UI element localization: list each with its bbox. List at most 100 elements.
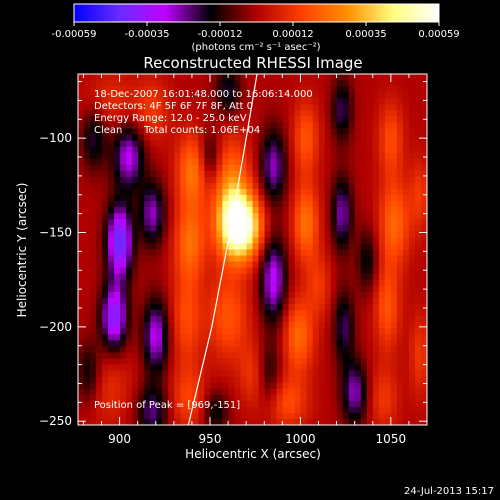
heatmap-cell (366, 346, 374, 353)
heatmap-cell (222, 394, 230, 402)
heatmap-cell (192, 201, 199, 208)
heatmap-cell (300, 394, 308, 402)
heatmap-cell (336, 334, 344, 341)
heatmap-cell (396, 225, 404, 232)
heatmap-cell (216, 303, 224, 311)
heatmap-cell (282, 231, 290, 238)
heatmap-cell (120, 243, 127, 251)
heatmap-cell (210, 406, 217, 414)
heatmap-cell (372, 418, 380, 425)
heatmap-cell (222, 418, 230, 425)
heatmap-cell (138, 334, 145, 341)
heatmap-cell (378, 158, 386, 166)
heatmap-cell (354, 134, 362, 142)
heatmap-cell (390, 80, 398, 87)
heatmap-cell (234, 328, 242, 335)
heatmap-cell (96, 388, 103, 396)
heatmap-cell (180, 122, 187, 130)
heatmap-cell (414, 291, 422, 299)
heatmap-cell (312, 340, 320, 347)
heatmap-cell (276, 279, 284, 287)
heatmap-cell (276, 158, 284, 166)
heatmap-cell (84, 370, 91, 378)
heatmap-cell (174, 285, 181, 293)
heatmap-cell (342, 267, 350, 275)
heatmap-cell (168, 176, 175, 184)
heatmap-cell (210, 279, 217, 287)
heatmap-cell (222, 122, 230, 130)
heatmap-cell (168, 134, 175, 142)
heatmap-cell (402, 316, 410, 323)
heatmap-cell (174, 164, 181, 172)
heatmap-cell (282, 249, 290, 257)
heatmap-cell (408, 261, 416, 269)
heatmap-cell (186, 406, 193, 414)
heatmap-cell (384, 158, 392, 166)
heatmap-cell (168, 122, 175, 130)
heatmap-cell (348, 364, 356, 372)
heatmap-cell (252, 358, 260, 366)
heatmap-cell (282, 279, 290, 287)
heatmap-cell (126, 340, 133, 347)
heatmap-cell (240, 182, 248, 190)
heatmap-cell (120, 80, 127, 87)
heatmap-cell (390, 231, 398, 238)
heatmap-cell (378, 128, 386, 136)
heatmap-cell (204, 382, 211, 390)
heatmap-cell (90, 261, 97, 269)
heatmap-cell (198, 225, 205, 232)
heatmap-cell (420, 249, 427, 257)
heatmap-cell (162, 213, 169, 220)
heatmap-cell (414, 182, 422, 190)
heatmap-cell (408, 122, 416, 130)
heatmap-cell (384, 364, 392, 372)
heatmap-cell (408, 104, 416, 111)
heatmap-cell (96, 195, 103, 202)
heatmap-cell (252, 285, 260, 293)
heatmap-cell (156, 370, 163, 378)
heatmap-cell (372, 188, 380, 196)
heatmap-cell (348, 170, 356, 178)
heatmap-cell (402, 310, 410, 317)
heatmap-cell (366, 92, 374, 99)
heatmap-cell (258, 316, 266, 323)
heatmap-cell (138, 273, 145, 281)
x-tick-label: 900 (108, 432, 131, 446)
heatmap-cell (90, 346, 97, 353)
heatmap-cell (312, 316, 320, 323)
heatmap-cell (108, 400, 115, 408)
heatmap-cell (168, 104, 175, 111)
heatmap-cell (252, 116, 260, 124)
heatmap-cell (222, 285, 230, 293)
heatmap-cell (156, 352, 163, 360)
heatmap-cell (312, 92, 320, 99)
heatmap-cell (150, 170, 157, 178)
heatmap-cell (78, 140, 85, 148)
heatmap-cell (258, 86, 266, 93)
heatmap-cell (174, 364, 181, 372)
heatmap-cell (276, 237, 284, 245)
heatmap-cell (330, 346, 338, 353)
heatmap-cell (282, 273, 290, 281)
heatmap-cell (222, 231, 230, 238)
heatmap-cell (114, 267, 121, 275)
heatmap-cell (90, 104, 97, 111)
heatmap-cell (96, 110, 103, 117)
heatmap-cell (414, 201, 422, 208)
heatmap-cell (420, 219, 427, 226)
heatmap-cell (408, 213, 416, 220)
heatmap-cell (78, 370, 85, 378)
heatmap-cell (150, 255, 157, 263)
heatmap-cell (150, 80, 157, 87)
heatmap-cell (90, 176, 97, 184)
heatmap-cell (390, 219, 398, 226)
heatmap-cell (378, 134, 386, 142)
heatmap-cell (198, 303, 205, 311)
heatmap-cell (192, 370, 199, 378)
heatmap-cell (288, 388, 296, 396)
heatmap-cell (282, 267, 290, 275)
heatmap-cell (114, 358, 121, 366)
heatmap-cell (90, 152, 97, 160)
heatmap-cell (180, 316, 187, 323)
heatmap-cell (306, 207, 314, 214)
